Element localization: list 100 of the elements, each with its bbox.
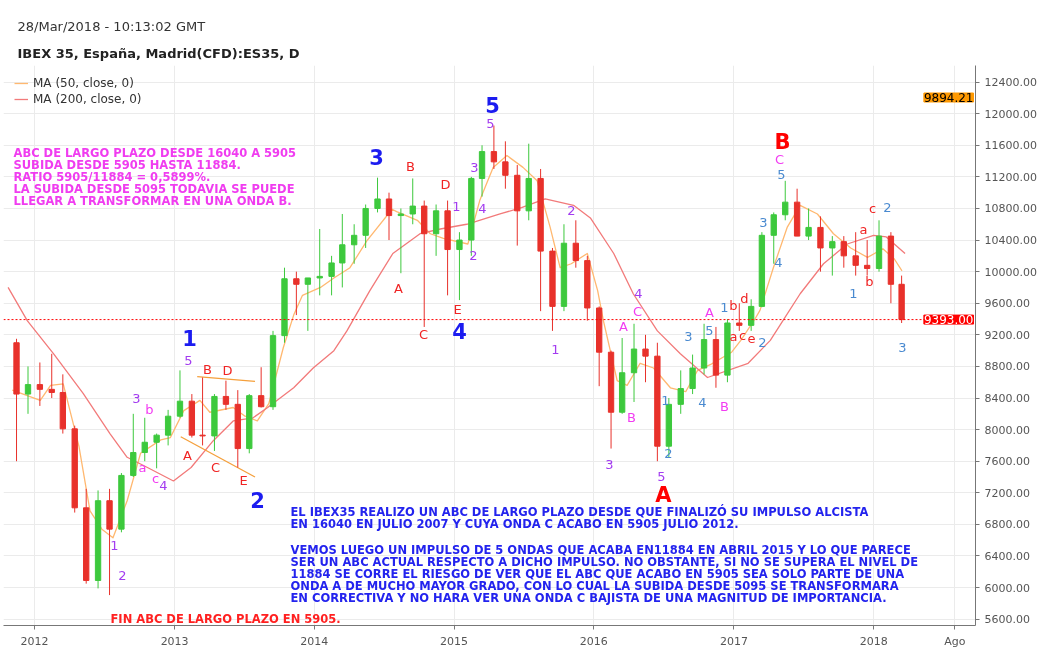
annotation: 2 bbox=[664, 446, 673, 461]
x-tick-label: 2014 bbox=[300, 634, 329, 648]
candlestick bbox=[328, 255, 335, 296]
annotation: B bbox=[774, 129, 791, 154]
annotation: A bbox=[705, 305, 715, 320]
annotation: 1 bbox=[661, 393, 670, 408]
annotation: B bbox=[203, 362, 212, 377]
candlestick bbox=[36, 361, 44, 407]
candlestick bbox=[782, 180, 789, 221]
candlestick bbox=[805, 207, 812, 241]
annotation: C bbox=[418, 327, 429, 342]
annotation: 4 bbox=[634, 286, 643, 301]
x-tick-label: 2013 bbox=[160, 634, 189, 648]
annotation: 3 bbox=[684, 329, 693, 344]
chart-title: IBEX 35, España, Madrid(CFD):ES35, D bbox=[17, 45, 300, 61]
annotation: 3 bbox=[605, 457, 614, 472]
candlestick bbox=[257, 366, 265, 408]
candlestick bbox=[130, 413, 137, 478]
annotation: 4 bbox=[452, 319, 467, 344]
annotation: 2 bbox=[883, 200, 892, 215]
annotation: A bbox=[619, 319, 629, 334]
annotation: B bbox=[627, 410, 636, 425]
y-tick-label: 10000.00 bbox=[984, 265, 1037, 279]
candlestick bbox=[316, 228, 323, 296]
candlestick bbox=[141, 417, 148, 462]
candlestick bbox=[572, 219, 579, 269]
candlestick bbox=[840, 235, 847, 269]
y-tick-label: 7200.00 bbox=[984, 486, 1030, 500]
annotation: a bbox=[859, 222, 868, 237]
y-tick-label: 8800.00 bbox=[984, 360, 1030, 374]
candlestick bbox=[736, 302, 743, 332]
annotation: 2 bbox=[118, 568, 127, 583]
candlestick bbox=[863, 239, 871, 277]
annotation: 1 bbox=[182, 326, 197, 351]
annotation: d bbox=[740, 291, 749, 306]
annotation: C bbox=[774, 152, 785, 167]
y-tick-label: 7600.00 bbox=[984, 455, 1030, 469]
annotation: 1 bbox=[720, 300, 729, 315]
candlestick bbox=[385, 192, 393, 241]
y-tick-label: 8000.00 bbox=[984, 423, 1030, 437]
annotation: 5 bbox=[485, 93, 500, 118]
annotation: 4 bbox=[774, 255, 783, 270]
candlestick bbox=[176, 369, 184, 419]
candlestick bbox=[199, 376, 206, 446]
annotation: 3 bbox=[898, 340, 907, 355]
chart-subtitle: 28/Mar/2018 - 10:13:02 GMT bbox=[17, 18, 206, 34]
x-tick-label: 2016 bbox=[579, 634, 608, 648]
annotation: ABC DE LARGO PLAZO DESDE 16040 A 5905 SUBIDA DESDE 5905 HASTA 11884. RATIO 5905/11884 = 0,5899%. LA SUBIDA DESDE 5095 TODAVIA SE PUEDE LLEGAR A TRANSFORMAR EN UNA ONDA B. bbox=[13, 145, 297, 208]
x-tick-label: 2018 bbox=[859, 634, 888, 648]
candlestick bbox=[409, 177, 416, 225]
y-tick-label: 9600.00 bbox=[984, 297, 1030, 311]
candlestick bbox=[339, 213, 346, 288]
candlestick bbox=[677, 369, 684, 415]
annotation: 1 bbox=[849, 286, 858, 301]
candlestick bbox=[502, 140, 509, 190]
y-tick-label: 6000.00 bbox=[984, 581, 1030, 595]
annotation: 5 bbox=[184, 353, 193, 368]
x-tick-label: 2012 bbox=[20, 634, 49, 648]
annotation: 2 bbox=[469, 248, 478, 263]
annotation: 4 bbox=[159, 478, 168, 493]
candlestick bbox=[293, 271, 300, 316]
candlestick bbox=[817, 215, 824, 273]
annotation: FIN ABC DE LARGO PLAZO EN 5905. bbox=[110, 611, 341, 626]
annotation: C bbox=[632, 304, 643, 319]
candlestick bbox=[153, 433, 160, 469]
candlestick bbox=[852, 231, 859, 277]
candlestick bbox=[222, 380, 230, 411]
annotation: 3 bbox=[369, 145, 384, 170]
annotation: E bbox=[239, 473, 248, 488]
candlestick bbox=[374, 177, 381, 213]
y-tick-label: 6400.00 bbox=[984, 549, 1030, 563]
candlestick bbox=[48, 353, 55, 399]
y-tick-label: 5600.00 bbox=[984, 613, 1030, 627]
annotation: 5 bbox=[486, 116, 495, 131]
annotation: 2 bbox=[567, 203, 576, 218]
legend-label: MA (200, close, 0) bbox=[33, 92, 142, 106]
candlestick bbox=[304, 277, 312, 332]
y-tick-label: 9200.00 bbox=[984, 328, 1030, 342]
annotation: 3 bbox=[132, 391, 141, 406]
annotation: b bbox=[145, 402, 154, 417]
annotation: C bbox=[210, 460, 221, 475]
y-tick-label: 6800.00 bbox=[984, 518, 1030, 532]
annotation: a bbox=[729, 329, 738, 344]
candlestick bbox=[351, 223, 358, 265]
annotation: 4 bbox=[698, 395, 707, 410]
annotation: E bbox=[453, 302, 462, 317]
annotation: A bbox=[394, 281, 404, 296]
y-tick-label: 8400.00 bbox=[984, 392, 1030, 406]
x-tick-label: 2017 bbox=[719, 634, 748, 648]
y-tick-label: 10800.00 bbox=[984, 202, 1037, 216]
annotation: 1 bbox=[452, 199, 461, 214]
y-tick-label: 11600.00 bbox=[984, 139, 1037, 153]
candlestick bbox=[747, 298, 755, 332]
annotation: 3 bbox=[759, 215, 768, 230]
annotation: e bbox=[747, 331, 756, 346]
candlestick bbox=[164, 409, 172, 446]
candlestick bbox=[397, 207, 405, 274]
y-tick-label: 11200.00 bbox=[984, 170, 1037, 184]
annotation: A bbox=[183, 448, 193, 463]
ref-line-label: 9393.00 bbox=[923, 313, 974, 328]
